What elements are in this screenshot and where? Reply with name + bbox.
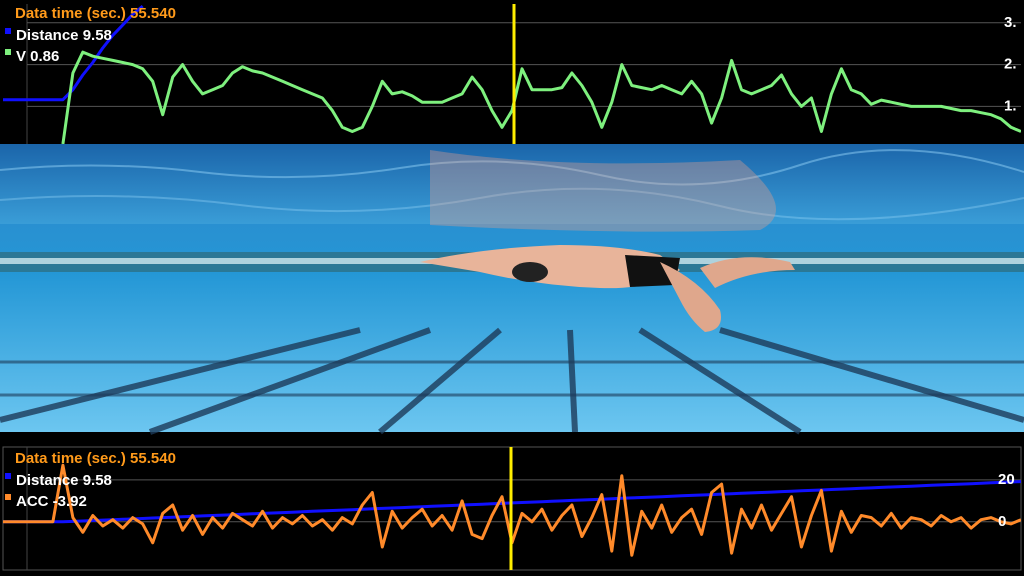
top-chart: [3, 4, 1021, 144]
y-tick-label: 0: [998, 513, 1006, 530]
y-tick-label: 2.: [1004, 56, 1017, 73]
pool-floor-cross: [0, 360, 1024, 397]
legend-swatch: [5, 28, 11, 34]
ripple: [0, 149, 1024, 186]
y-tick-label: 1.: [1004, 97, 1017, 114]
legend-label: Distance 9.58: [16, 472, 112, 489]
y-tick-label: 3.: [1004, 14, 1017, 31]
top-panel: [3, 4, 1021, 144]
legend-swatch: [5, 494, 11, 500]
water-surface: [0, 144, 1024, 224]
swimmer: [420, 150, 795, 332]
pool-floor-lines: [0, 327, 1024, 435]
legend-label: V 0.86: [16, 48, 59, 65]
legend-swatch: [5, 49, 11, 55]
legend-label: ACC -3.92: [16, 493, 87, 510]
legend-label: Distance 9.58: [16, 27, 112, 44]
chart-title: Data time (sec.) 55.540: [15, 450, 176, 467]
chart-title: Data time (sec.) 55.540: [15, 5, 176, 22]
y-tick-label: 20: [998, 471, 1015, 488]
series-line: [61, 50, 1021, 144]
legend-swatch: [5, 473, 11, 479]
series-line: [3, 4, 144, 102]
video-frame: [0, 144, 1024, 435]
ripple: [0, 187, 1024, 221]
